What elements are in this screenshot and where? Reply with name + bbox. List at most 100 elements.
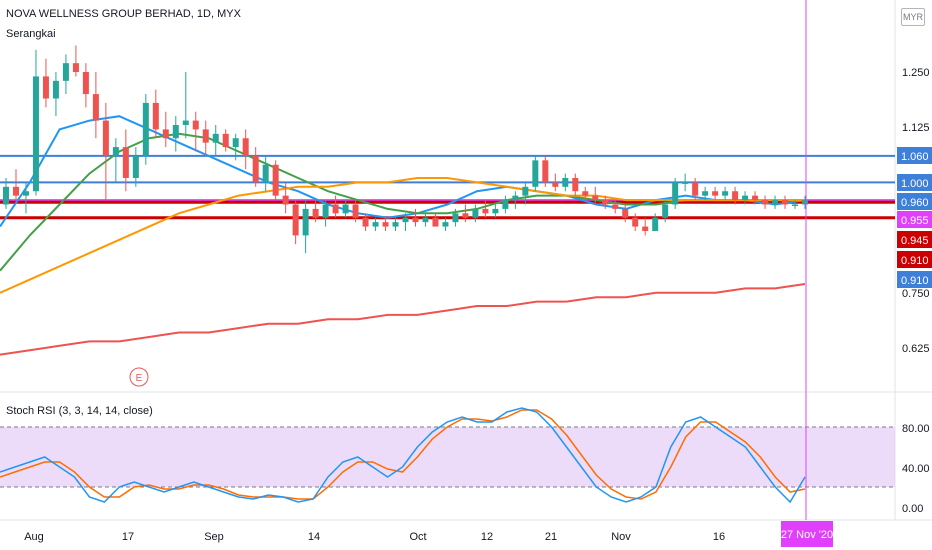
candle-body [142,102,149,156]
candle-body [52,80,59,99]
candle-body [612,204,619,209]
candle-body [202,129,209,143]
candle-body [732,191,739,201]
candle-body [652,217,659,231]
candle-body [562,177,569,187]
candle-body [112,147,119,156]
price-badge [897,251,932,268]
candle-body [3,186,9,205]
earnings-letter: E [136,373,143,384]
candle-body [542,160,549,183]
moving-average-line [0,177,805,294]
candle-body [462,213,469,218]
candle-body [752,195,759,201]
candle-body [122,147,129,178]
candle-body [342,204,349,214]
candle-body [472,208,479,218]
candle-body [282,195,289,205]
cursor-date-badge [781,521,833,547]
candle-body [792,204,799,206]
price-badge [897,174,932,191]
candle-body [72,63,79,72]
candle-body [622,208,629,218]
horizontal-levels [0,154,895,220]
stoch-k-line [0,407,806,504]
candle-body [712,191,719,196]
candle-body [92,94,99,121]
candle-body [352,204,359,218]
time-tick-label: Oct [409,531,426,543]
candle-body [362,217,369,227]
candle-body [512,195,519,201]
candle-body [722,191,729,196]
currency-badge[interactable]: MYR [901,8,925,26]
price-badge [897,271,932,288]
candle-body [642,226,649,231]
candle-body [312,208,319,218]
price-tick-label: 0.625 [902,343,930,355]
moving-average-line [0,283,806,356]
candle-body [572,177,579,192]
price-badge [897,231,932,248]
candle-body [12,186,19,196]
price-badge-label: 1.000 [901,178,929,190]
candle-body [152,102,159,130]
candle-body [422,217,429,223]
candle-body [392,222,399,227]
candle-body [672,182,679,205]
stoch-d-line [0,409,806,500]
candle-body [762,200,769,205]
candle-body [702,191,709,196]
cursor-date-label: 27 Nov '20 [781,529,833,541]
time-tick-label: Aug [24,531,44,543]
candle-body [492,208,499,214]
rsi-tick-label: 0.00 [902,503,923,515]
candle-body [272,164,279,196]
price-badge-label: 0.910 [901,255,929,267]
candle-body [482,208,489,214]
time-tick-label: 16 [713,531,725,543]
price-tick-label: 1.125 [902,122,930,134]
candle-body [62,63,69,81]
moving-averages [0,115,806,356]
candle-body [682,182,689,184]
time-tick-label: Sep [204,531,224,543]
candle-body [32,76,39,192]
candle-body [802,200,808,205]
candle-body [442,222,449,227]
candles: E [3,45,808,387]
price-badge [897,211,932,228]
rsi-tick-label: 80.00 [902,423,930,435]
candle-body [602,200,609,205]
candle-body [242,138,249,156]
price-badge-label: 0.910 [901,275,929,287]
candle-body [522,186,529,196]
candle-body [82,72,89,95]
rsi-tick-label: 40.00 [902,463,930,475]
stoch-rsi-panel [0,407,895,504]
candle-body [692,182,699,196]
time-tick-label: Nov [611,531,631,543]
candle-body [192,120,199,130]
candle-body [252,155,259,183]
price-badge-label: 1.060 [901,151,929,163]
candle-body [212,133,219,143]
candle-body [132,155,139,178]
candle-body [782,200,789,205]
price-tick-label: 1.250 [902,67,930,79]
price-badge-label: 0.955 [901,215,929,227]
earnings-circle [129,367,149,387]
candle-body [262,164,269,183]
time-tick-label: 14 [308,531,320,543]
price-badge [897,147,932,164]
price-axis: 1.250 1.125 0.750 0.625 1.060 1.000 0.960 0.955… [897,67,932,515]
chart-title: NOVA WELLNESS GROUP BERHAD, 1D, MYX [6,8,241,20]
candle-body [322,204,329,218]
candle-body [302,208,309,236]
candle-body [232,138,239,148]
candle-body [382,222,389,227]
candle-body [182,120,189,125]
candle-body [772,200,779,205]
candle-body [42,76,49,99]
